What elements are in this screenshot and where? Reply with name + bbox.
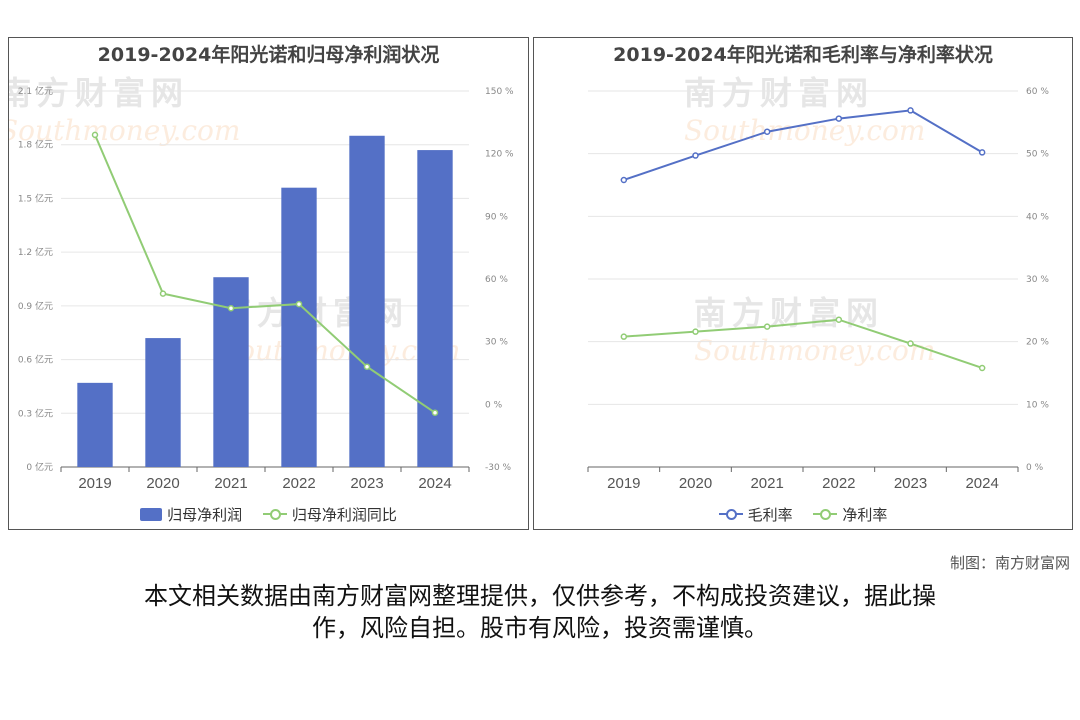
y-tick-label-left: 1.5 亿元 — [18, 192, 53, 204]
y-tick-label-left: 1.2 亿元 — [18, 246, 53, 258]
net-profit-chart: 2019 2020 2021 2022 2023 2024 0 亿元 0.3 亿元 0.6 亿元… — [18, 85, 514, 492]
point-net-margin — [835, 316, 843, 323]
y-tick-label-right: 0 % — [1026, 463, 1044, 473]
point-gross-margin — [763, 128, 771, 135]
x-tick-label: 2020 — [146, 475, 179, 492]
chart-title: 2019-2024年阳光诺和毛利率与净利率状况 — [613, 44, 993, 66]
point-gross-margin — [907, 107, 914, 114]
legend-line-swatch — [262, 507, 287, 521]
legend-item-net-profit-yoy[interactable]: 归母净利润同比 — [262, 504, 397, 525]
point-gross-margin — [692, 152, 699, 159]
y-tick-label-left: 0 亿元 — [26, 461, 53, 473]
y-tick-label-right: -30 % — [485, 463, 512, 473]
x-tick-label: 2022 — [822, 475, 855, 492]
x-tick-label: 2023 — [350, 475, 383, 492]
y-tick-label-left: 0.9 亿元 — [18, 300, 53, 312]
legend-label: 归母净利润同比 — [291, 505, 397, 524]
line-gross-margin — [623, 109, 983, 181]
y-tick-label-right: 10 % — [1026, 400, 1049, 410]
disclaimer: 本文相关数据由南方财富网整理提供，仅供参考，不构成投资建议，据此操 作，风险自担… — [60, 580, 1020, 644]
y-tick-label-left: 0.6 亿元 — [18, 354, 53, 366]
y-tick-label-right: 120 % — [485, 150, 514, 160]
y-tick-label-right: 30 % — [1026, 275, 1049, 285]
line-net-profit-yoy — [94, 134, 436, 414]
point-gross-margin — [835, 115, 843, 122]
y-tick-label-right: 0 % — [485, 400, 503, 410]
chart-title: 2019-2024年阳光诺和归母净利润状况 — [97, 44, 440, 66]
point-gross-margin — [978, 149, 986, 156]
legend-label: 净利率 — [842, 505, 888, 524]
legend-item-net-profit[interactable]: 归母净利润 — [140, 504, 242, 525]
point-net-margin — [978, 364, 986, 372]
y-tick-label-right: 30 % — [485, 338, 508, 348]
line-net-margin — [623, 318, 983, 369]
legend-item-net-margin[interactable]: 净利率 — [813, 504, 887, 525]
point-net-margin — [620, 333, 628, 340]
margin-chart-panel: 南方财富网 Southmoney.com 南方财富网 Southmoney.com … — [533, 37, 1073, 530]
point-net-margin — [692, 328, 699, 335]
x-tick-label: 2019 — [78, 475, 111, 492]
point-net-profit-yoy — [227, 304, 235, 312]
point-net-profit-yoy — [295, 300, 303, 308]
legend-label: 毛利率 — [747, 505, 793, 524]
legend-bar-swatch — [140, 508, 163, 521]
y-tick-label-left: 0.3 亿元 — [18, 407, 53, 419]
point-net-profit-yoy — [363, 363, 371, 370]
legend-item-gross-margin[interactable]: 毛利率 — [718, 504, 793, 525]
x-tick-label: 2024 — [965, 475, 998, 492]
x-tick-label: 2021 — [750, 475, 783, 492]
bar-net-profit — [145, 338, 181, 467]
bar-net-profit — [417, 150, 453, 467]
y-tick-label-right: 60 % — [485, 275, 508, 285]
point-net-profit-yoy — [159, 290, 167, 297]
margin-chart: 2019 2020 2021 2022 2023 2024 0 % 10 % 20 % 30 % 4… — [587, 87, 1049, 492]
y-tick-label-right: 40 % — [1026, 212, 1049, 222]
bar-net-profit — [349, 135, 385, 467]
x-tick-label: 2021 — [214, 475, 247, 492]
legend-line-swatch — [813, 507, 838, 521]
x-tick-label: 2019 — [607, 475, 640, 492]
chart-legend: 归母净利润 归母净利润同比 — [9, 504, 528, 526]
point-net-profit-yoy — [431, 409, 439, 416]
point-net-margin — [907, 340, 914, 347]
legend-line-swatch — [718, 507, 743, 521]
disclaimer-line: 作，风险自担。股市有风险，投资需谨慎。 — [312, 614, 768, 642]
bar-net-profit — [281, 187, 317, 467]
y-tick-label-right: 90 % — [485, 212, 508, 222]
x-tick-label: 2020 — [679, 475, 712, 492]
bar-net-profit — [77, 382, 113, 467]
x-tick-label: 2023 — [894, 475, 927, 492]
point-gross-margin — [620, 176, 628, 184]
point-net-margin — [763, 323, 771, 330]
y-tick-label-right: 20 % — [1026, 338, 1049, 348]
y-tick-label-left: 2.1 亿元 — [18, 85, 53, 97]
point-net-profit-yoy — [91, 131, 99, 139]
legend-label: 归母净利润 — [167, 506, 243, 524]
disclaimer-line: 本文相关数据由南方财富网整理提供，仅供参考，不构成投资建议，据此操 — [144, 582, 936, 610]
chart-credit: 制图：南方财富网 — [949, 554, 1070, 572]
y-tick-label-left: 1.8 亿元 — [18, 139, 53, 151]
y-tick-label-right: 50 % — [1026, 150, 1049, 160]
y-tick-label-right: 150 % — [485, 87, 514, 97]
y-tick-label-right: 60 % — [1026, 87, 1049, 97]
chart-legend: 毛利率 净利率 — [534, 504, 1072, 526]
x-tick-label: 2022 — [282, 475, 315, 492]
x-tick-label: 2024 — [418, 475, 451, 492]
